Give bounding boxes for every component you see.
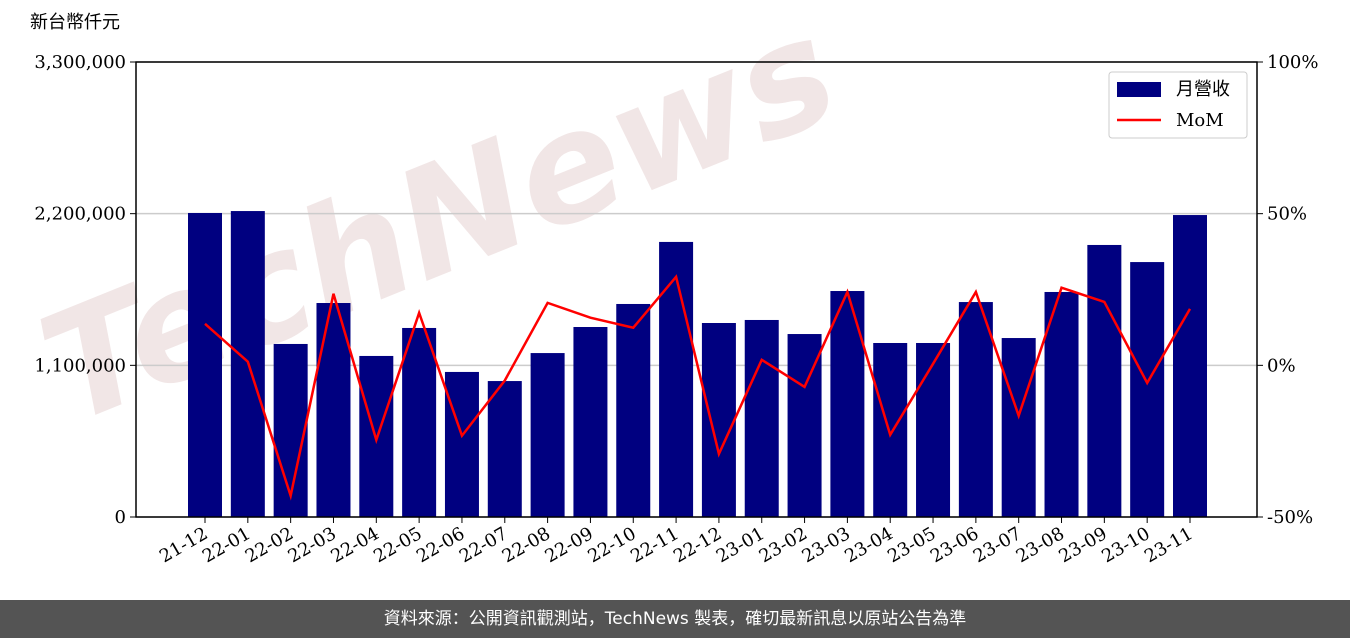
legend-label: MoM	[1176, 110, 1224, 131]
x-tick-label: 22-10	[584, 523, 639, 567]
bar	[530, 353, 565, 517]
x-tick-label: 22-08	[499, 523, 554, 567]
bar	[958, 302, 993, 517]
bar	[701, 323, 736, 517]
x-tick-label: 23-08	[1013, 523, 1068, 567]
x-tick-label: 22-05	[370, 523, 425, 567]
bar	[916, 342, 951, 517]
bar	[659, 241, 694, 517]
x-tick-label: 22-11	[627, 523, 682, 567]
legend-label: 月營收	[1176, 79, 1230, 100]
y-tick-label: 1,100,000	[34, 355, 126, 376]
x-tick-label: 23-04	[841, 523, 896, 567]
bar	[1173, 215, 1207, 517]
x-tick-label: 23-09	[1055, 523, 1110, 567]
line	[204, 274, 1192, 501]
bar	[1130, 262, 1165, 517]
chart: TechNews 新台幣仟元 01,100,0002,200,0003,300,…	[19, 0, 1318, 567]
bar	[573, 327, 608, 517]
x-tick-label: 22-12	[670, 523, 725, 567]
x-tick-label: 22-04	[327, 523, 382, 567]
y-tick-label: 2,200,000	[34, 204, 126, 225]
bar	[1087, 244, 1122, 517]
bar	[444, 371, 479, 517]
bar	[273, 343, 308, 517]
y-tick-label: 3,300,000	[34, 52, 126, 73]
legend: 月營收 MoM	[1108, 71, 1248, 139]
x-tick-label: 22-01	[199, 523, 254, 567]
y2-tick-label: -50%	[1267, 507, 1313, 528]
footer: 資料來源：公開資訊觀測站，TechNews 製表，確切最新訊息以原站公告為準	[0, 600, 1350, 638]
bar	[188, 212, 222, 517]
y2-tick-label: 100%	[1267, 52, 1318, 73]
bar	[873, 342, 908, 517]
y2-tick-label: 50%	[1267, 204, 1307, 225]
x-tick-label: 23-06	[927, 523, 982, 567]
y-axis-label: 新台幣仟元	[30, 12, 120, 33]
bar	[316, 303, 351, 517]
x-tick-label: 21-12	[156, 523, 211, 567]
y2-tick-label: 0%	[1267, 355, 1296, 376]
bar	[1044, 291, 1079, 517]
plot-frame	[135, 61, 1258, 518]
x-tick-label: 23-01	[713, 523, 768, 567]
x-tick-label: 22-03	[285, 523, 340, 567]
y-tick-label: 0	[115, 507, 126, 528]
x-tick-label: 23-10	[1098, 523, 1153, 567]
legend-swatch	[1117, 82, 1161, 97]
bar	[616, 303, 651, 517]
x-tick-label: 22-07	[456, 523, 511, 567]
bar	[830, 291, 865, 517]
x-tick-label: 22-02	[242, 523, 297, 567]
x-tick-label: 22-09	[541, 523, 596, 567]
x-tick-label: 23-05	[884, 523, 939, 567]
bar	[402, 327, 437, 517]
x-tick-label: 22-06	[413, 523, 468, 567]
x-tick-label: 23-07	[970, 523, 1025, 567]
bar	[744, 319, 779, 517]
bar	[1001, 338, 1036, 517]
x-tick-label: 23-11	[1141, 523, 1196, 567]
x-tick-label: 23-03	[798, 523, 853, 567]
x-tick-label: 23-02	[756, 523, 811, 567]
bar	[487, 381, 522, 517]
